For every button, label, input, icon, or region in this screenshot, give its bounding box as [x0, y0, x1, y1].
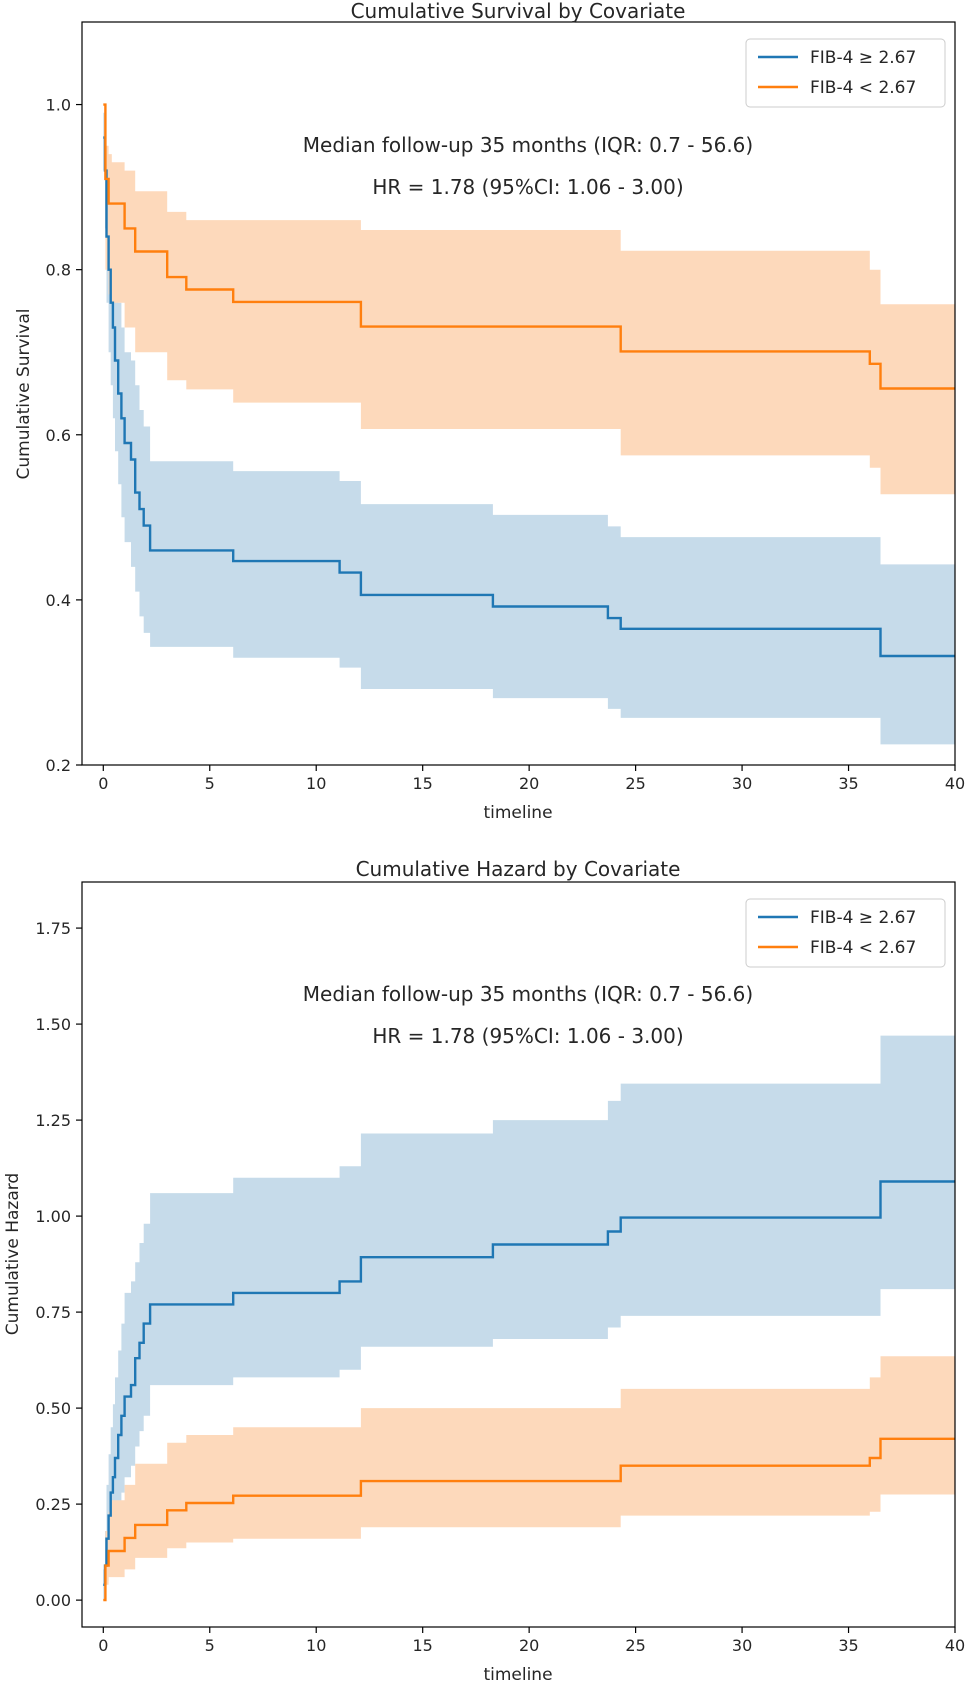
hazard-x-tick-label: 35 — [838, 1636, 858, 1655]
hazard-y-tick-label: 1.00 — [35, 1207, 71, 1226]
hazard-x-tick-label: 30 — [732, 1636, 752, 1655]
hazard-legend: FIB-4 ≥ 2.67 FIB-4 < 2.67 — [745, 898, 946, 968]
hazard-y-tick-label: 1.50 — [35, 1015, 71, 1034]
survival-title: Cumulative Survival by Covariate — [351, 0, 686, 23]
hazard-y-tick-label: 0.75 — [35, 1303, 71, 1322]
survival-confidence-bands — [103, 104, 956, 745]
survival-y-tick-label: 0.4 — [46, 591, 71, 610]
survival-y-axis-label: Cumulative Survival — [14, 309, 34, 480]
hazard-x-tick-label: 10 — [306, 1636, 326, 1655]
hazard-legend-label-low: FIB-4 < 2.67 — [810, 938, 916, 958]
survival-y-ticks: 0.2 0.4 0.6 0.8 1.0 — [46, 96, 82, 775]
hazard-x-ticks: 0 5 10 15 20 25 30 35 40 — [98, 1627, 965, 1655]
hazard-x-tick-label: 0 — [98, 1636, 108, 1655]
survival-x-tick-label: 35 — [838, 774, 858, 793]
survival-ci-band-low — [103, 104, 956, 495]
survival-x-tick-label: 5 — [205, 774, 215, 793]
hazard-y-tick-label: 0.50 — [35, 1399, 71, 1418]
survival-ci-band-high — [103, 112, 956, 745]
survival-y-tick-label: 0.6 — [46, 426, 71, 445]
hazard-chart: 0 5 10 15 20 25 30 35 40 0.00 0.25 0.50 0.75 1.00 1.2… — [3, 857, 965, 1685]
survival-legend: FIB-4 ≥ 2.67 FIB-4 < 2.67 — [745, 38, 946, 108]
survival-x-tick-label: 25 — [625, 774, 645, 793]
hazard-x-tick-label: 5 — [205, 1636, 215, 1655]
hazard-y-tick-label: 1.25 — [35, 1111, 71, 1130]
survival-y-tick-label: 0.2 — [46, 756, 71, 775]
survival-x-tick-label: 0 — [98, 774, 108, 793]
survival-axes-frame — [81, 21, 956, 766]
hazard-x-tick-label: 15 — [413, 1636, 433, 1655]
hazard-line-high — [103, 1180, 955, 1586]
survival-x-tick-label: 15 — [413, 774, 433, 793]
hazard-lines — [103, 1180, 955, 1602]
hazard-legend-label-high: FIB-4 ≥ 2.67 — [810, 908, 916, 928]
hazard-line-low — [103, 1437, 955, 1602]
hazard-x-tick-label: 20 — [519, 1636, 539, 1655]
hazard-title: Cumulative Hazard by Covariate — [356, 857, 681, 881]
survival-annotation-hr: HR = 1.78 (95%CI: 1.06 - 3.00) — [372, 175, 683, 199]
hazard-y-tick-label: 0.25 — [35, 1495, 71, 1514]
hazard-y-tick-label: 1.75 — [35, 919, 71, 938]
hazard-ci-band-high — [103, 1035, 956, 1601]
hazard-annotation-hr: HR = 1.78 (95%CI: 1.06 - 3.00) — [372, 1024, 683, 1048]
hazard-y-tick-label: 0.00 — [35, 1591, 71, 1610]
survival-legend-label-low: FIB-4 < 2.67 — [810, 78, 916, 98]
hazard-x-tick-label: 25 — [625, 1636, 645, 1655]
survival-x-tick-label: 10 — [306, 774, 326, 793]
hazard-x-tick-label: 40 — [945, 1636, 965, 1655]
survival-x-tick-label: 20 — [519, 774, 539, 793]
survival-legend-label-high: FIB-4 ≥ 2.67 — [810, 48, 916, 68]
survival-x-tick-label: 40 — [945, 774, 965, 793]
survival-x-tick-label: 30 — [732, 774, 752, 793]
survival-line-low — [103, 103, 955, 390]
hazard-annotation-followup: Median follow-up 35 months (IQR: 0.7 - 5… — [303, 982, 753, 1006]
hazard-confidence-bands — [103, 1035, 956, 1601]
survival-x-axis-label: timeline — [483, 803, 552, 823]
survival-y-tick-label: 0.8 — [46, 261, 71, 280]
survival-lines — [103, 103, 955, 658]
hazard-axes-frame — [81, 881, 956, 1628]
survival-line-high — [103, 136, 955, 658]
survival-y-tick-label: 1.0 — [46, 96, 71, 115]
hazard-ci-band-low — [103, 1356, 956, 1601]
survival-chart: 0 5 10 15 20 25 30 35 40 0.2 0.4 0.6 0.8 1.0 Cumulat… — [14, 0, 965, 823]
survival-annotation-followup: Median follow-up 35 months (IQR: 0.7 - 5… — [303, 133, 753, 157]
survival-x-ticks: 0 5 10 15 20 25 30 35 40 — [98, 765, 965, 793]
hazard-x-axis-label: timeline — [483, 1665, 552, 1685]
hazard-y-ticks: 0.00 0.25 0.50 0.75 1.00 1.25 1.50 1.75 — [35, 919, 82, 1610]
hazard-y-axis-label: Cumulative Hazard — [3, 1173, 23, 1335]
